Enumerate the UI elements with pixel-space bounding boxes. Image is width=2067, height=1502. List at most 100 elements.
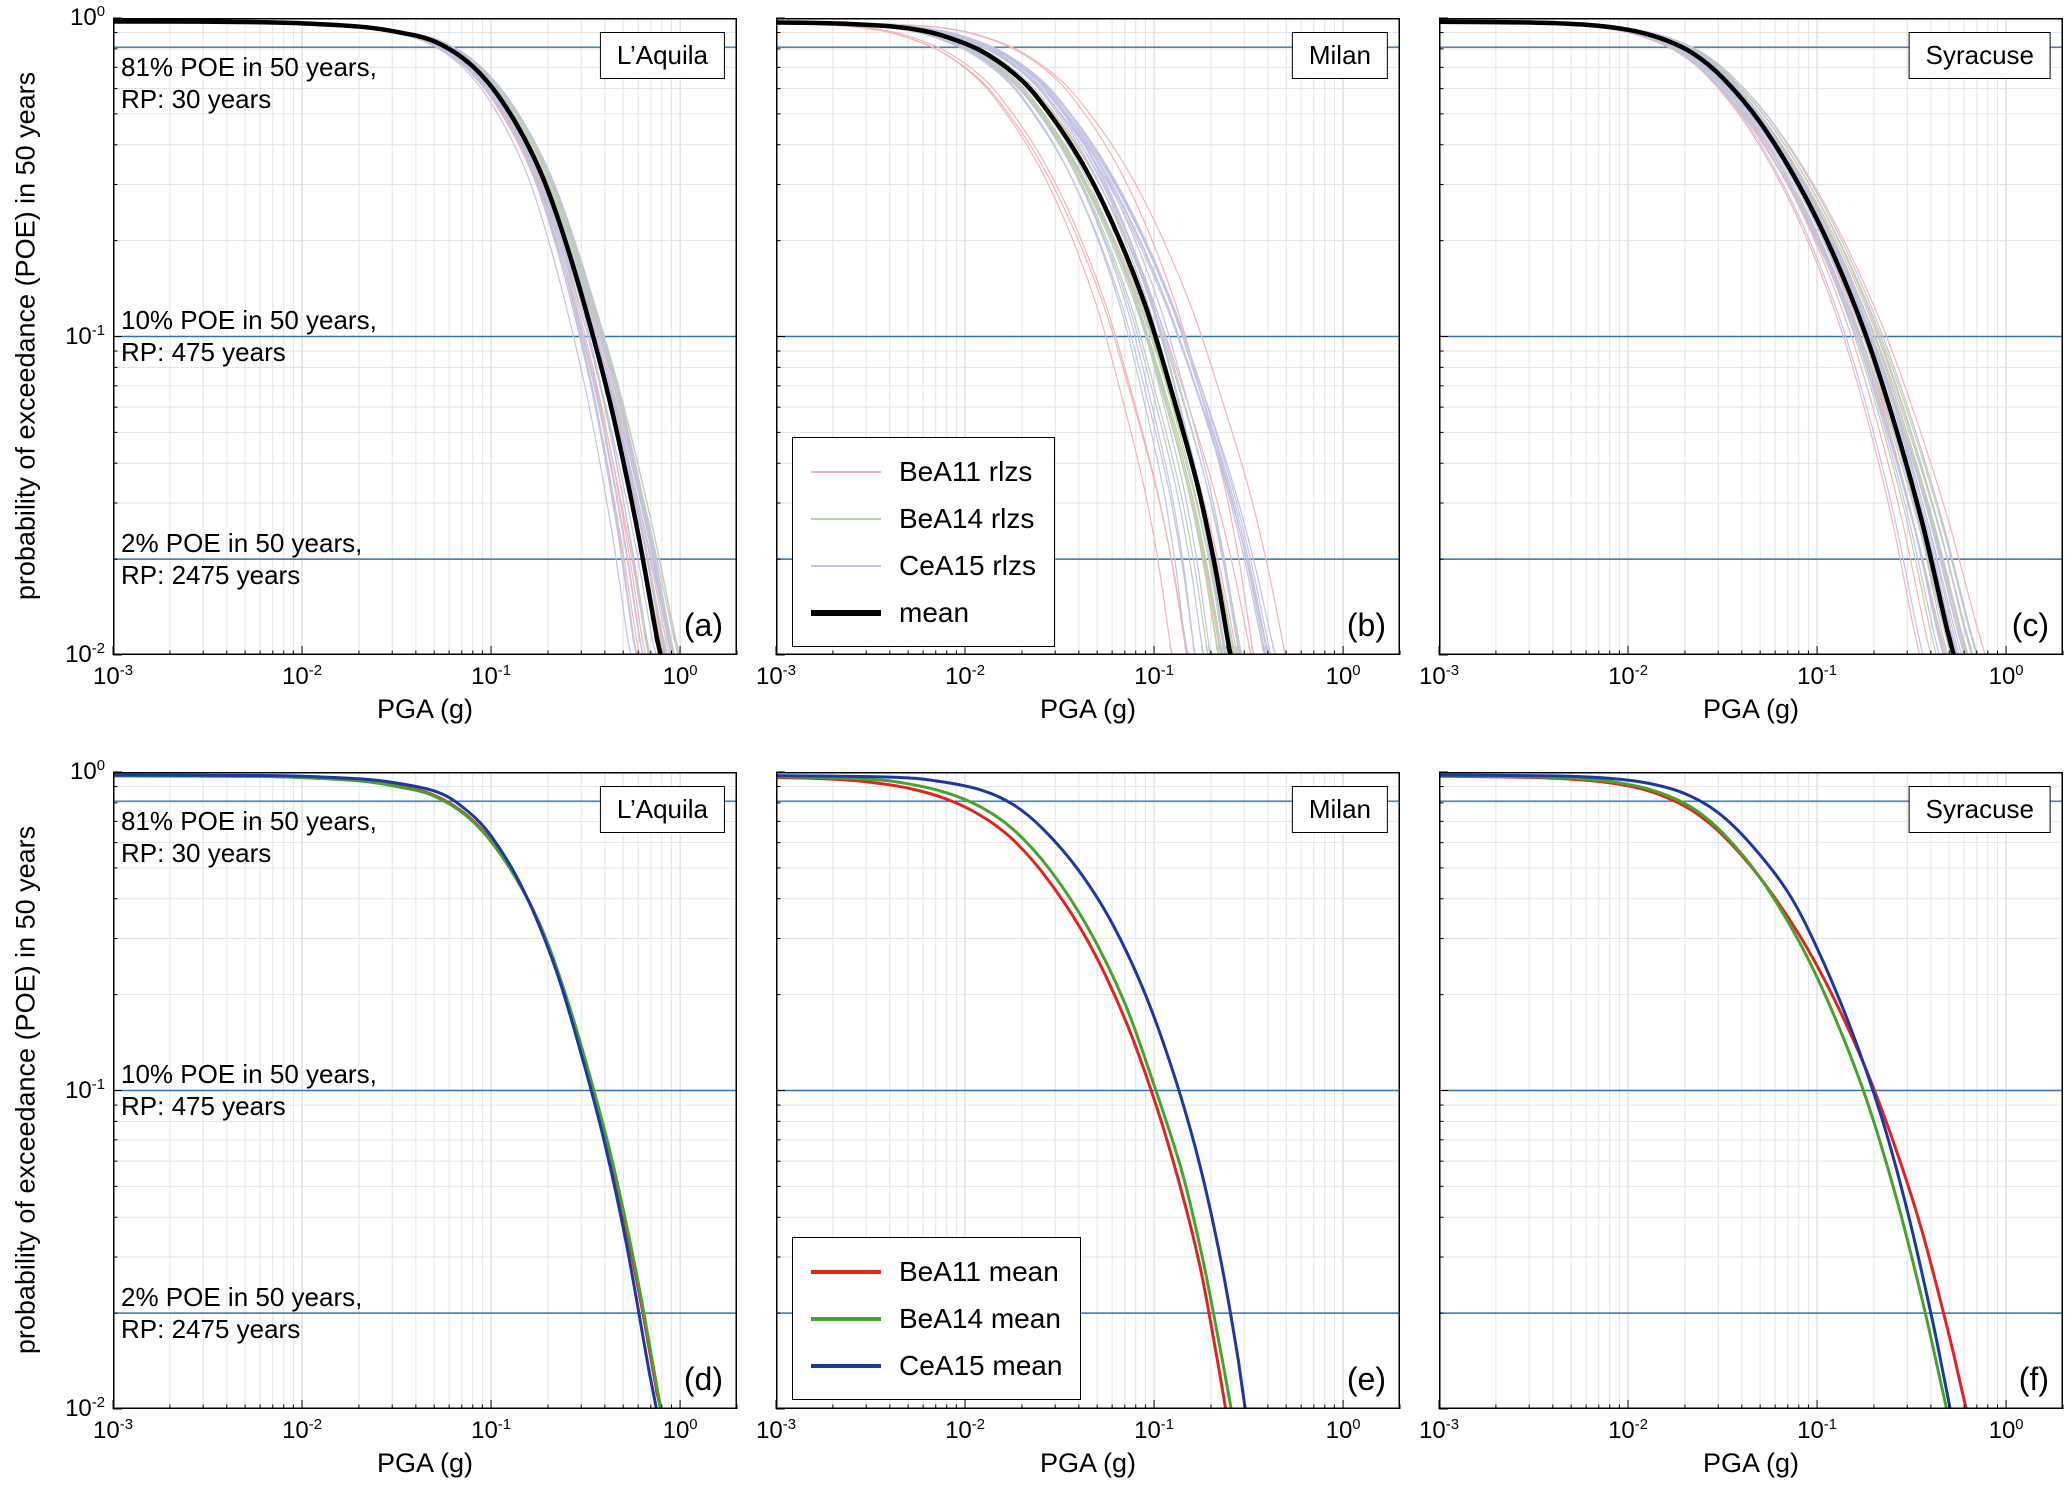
poe-annotation-10-bottom: 10% POE in 50 years, RP: 475 years [121,1058,377,1122]
x-tick-label: 100 [1325,663,1361,690]
legend-means: BeA11 mean BeA14 mean CeA15 mean [792,1237,1082,1400]
legend-entry: BeA11 mean [811,1248,1062,1295]
curves [1439,773,1968,1409]
series-curve-CeA15-mean [1439,773,1952,1409]
y-axis-label-bottom: probability of exceedance (POE) in 50 ye… [10,825,41,1355]
legend-line-swatch [811,1269,881,1274]
axes-frame [1439,772,2063,1409]
x-axis-label-b: PGA (g) [1039,694,1137,724]
x-axis-label-e: PGA (g) [1039,1448,1137,1478]
x-tick-label: 10-2 [945,1417,985,1444]
y-tick-label: 10-2 [65,1395,105,1422]
panel-plot-f [1438,771,2064,1410]
x-tick-label: 10-3 [93,663,133,690]
x-axis-label-f: PGA (g) [1702,1448,1800,1478]
city-label-a: L’Aquila [599,32,725,79]
legend-label: mean [899,596,970,628]
annotation-line: 10% POE in 50 years, [121,305,377,335]
legend-entry: BeA14 mean [811,1295,1062,1342]
x-tick-label: 10-3 [93,1417,133,1444]
x-tick-label: 10-3 [756,663,796,690]
x-axis-label-a: PGA (g) [376,694,474,724]
panel-plot-d [112,771,738,1410]
x-tick-label: 100 [662,1417,698,1444]
gridlines [1439,18,2063,655]
legend-label: BeA11 mean [899,1255,1059,1287]
legend-label: BeA14 mean [899,1302,1061,1334]
city-label-c: Syracuse [1908,32,2051,79]
legend-line-swatch [811,564,881,567]
panel-letter-c: (c) [2011,607,2049,643]
panel-plot-c [1438,17,2064,656]
panel-letter-f: (f) [2018,1361,2049,1397]
annotation-line: 81% POE in 50 years, [121,806,377,836]
x-tick-label: 10-1 [471,1417,512,1444]
panel-letter-d: (d) [683,1361,723,1397]
annotation-line: RP: 30 years [121,838,272,868]
x-tick-label: 10-1 [1797,1417,1838,1444]
axes-frame [776,18,1400,655]
y-axis-label-top: probability of exceedance (POE) in 50 ye… [10,71,41,601]
panel-plot-a [112,17,738,656]
series-curve-BeA14-mean [776,775,1233,1409]
curves [776,774,1247,1409]
legend-entry: BeA11 rlzs [811,448,1036,495]
x-tick-label: 100 [662,663,698,690]
annotation-line: RP: 475 years [121,337,286,367]
x-axis-label-d: PGA (g) [376,1448,474,1478]
mean-curve [113,19,663,655]
legend-line-swatch [811,1316,881,1321]
legend-line-swatch [811,609,881,616]
x-axis-label-c: PGA (g) [1702,694,1800,724]
x-tick-label: 10-2 [1608,663,1648,690]
legend-entry: CeA15 rlzs [811,542,1036,589]
city-label-b: Milan [1291,32,1388,79]
city-label-e: Milan [1291,786,1388,833]
y-tick-label: 10-1 [65,1076,105,1104]
series-curve-BeA11-mean [113,773,663,1409]
series-curve-BeA14-mean [1439,774,1949,1409]
y-tick-label: 100 [70,758,105,785]
legend-label: CeA15 rlzs [899,549,1036,581]
legend-entry: CeA15 mean [811,1342,1062,1389]
annotation-line: 2% POE in 50 years, [121,528,363,558]
x-tick-label: 10-2 [282,1417,322,1444]
poe-reference-lines [1439,800,2063,1314]
legend-line-swatch [811,1363,881,1368]
annotation-line: 81% POE in 50 years, [121,52,377,82]
series-curve-CeA15-mean [776,774,1247,1409]
x-tick-label: 10-1 [1134,1417,1175,1444]
city-label-d: L’Aquila [599,786,725,833]
x-tick-label: 10-2 [1608,1417,1648,1444]
panel-plot-e [775,771,1401,1410]
poe-annotation-81-bottom: 81% POE in 50 years, RP: 30 years [121,805,377,869]
legend-label: CeA15 mean [899,1349,1063,1381]
panel-letter-e: (e) [1346,1361,1386,1397]
annotation-line: RP: 2475 years [121,560,301,590]
x-tick-label: 100 [1988,663,2024,690]
y-tick-label: 10-1 [65,322,105,350]
city-label-f: Syracuse [1908,786,2051,833]
annotation-line: RP: 2475 years [121,1314,301,1344]
legend-line-swatch [811,470,881,473]
annotation-line: 10% POE in 50 years, [121,1059,377,1089]
series-curve-BeA11-mean [776,776,1228,1409]
axes-frame [113,18,737,655]
axes-frame [776,772,1400,1409]
x-tick-label: 100 [1325,1417,1361,1444]
x-tick-label: 10-3 [1419,663,1459,690]
panel-letter-b: (b) [1346,607,1386,643]
curves [776,20,1287,655]
poe-annotation-2-bottom: 2% POE in 50 years, RP: 2475 years [121,1281,362,1345]
x-tick-label: 10-3 [1419,1417,1459,1444]
annotation-line: RP: 30 years [121,84,272,114]
poe-annotation-81-top: 81% POE in 50 years, RP: 30 years [121,51,377,115]
x-tick-label: 10-1 [471,663,512,690]
x-tick-label: 10-2 [282,663,322,690]
mean-curve [1439,19,1957,655]
curves [1439,19,1986,655]
legend-label: BeA14 rlzs [899,502,1035,534]
panel-letter-a: (a) [683,607,723,643]
legend-entry: mean [811,589,1036,636]
